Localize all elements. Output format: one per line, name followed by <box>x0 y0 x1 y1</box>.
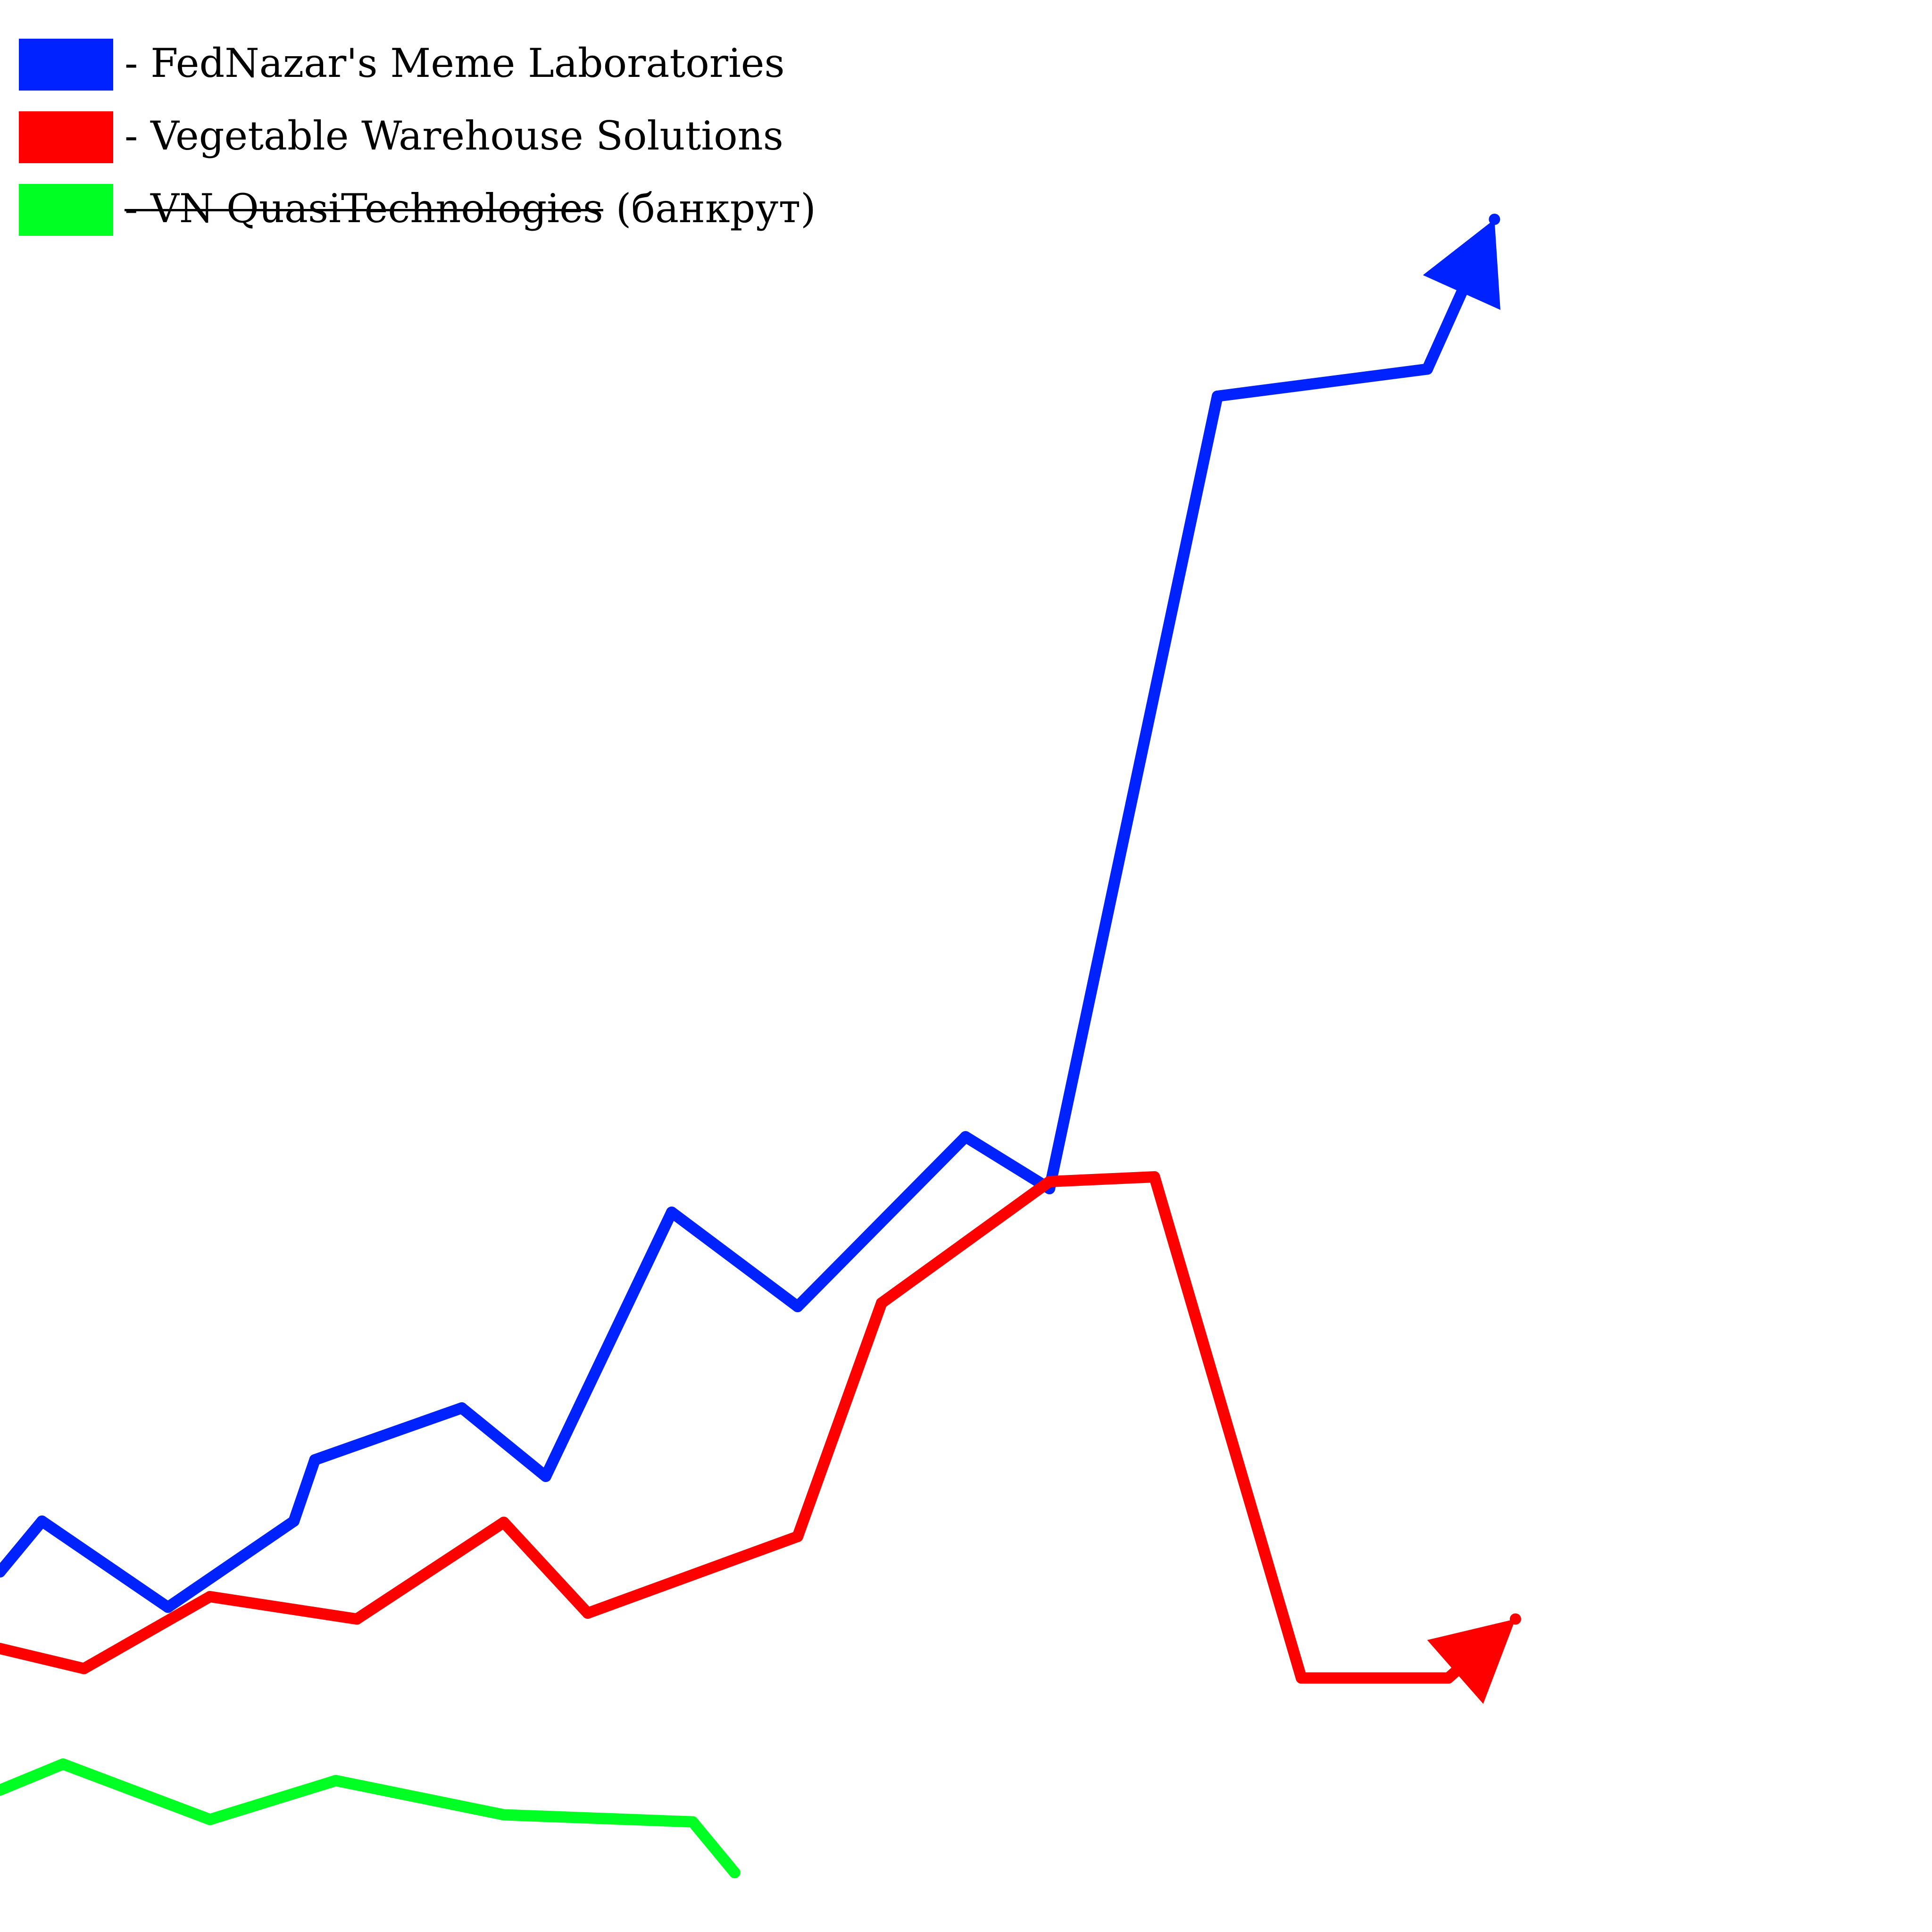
legend-swatch-green <box>19 184 113 236</box>
data-point-vegetable-warehouse-solutions-0 <box>0 1643 6 1654</box>
data-point-vn-quasitechnologies-4 <box>498 1809 509 1821</box>
data-point-vegetable-warehouse-solutions-5 <box>582 1607 593 1619</box>
data-point-fednazar-s-meme-laboratories-8 <box>792 1301 803 1312</box>
data-point-vegetable-warehouse-solutions-8 <box>1044 1176 1055 1187</box>
data-point-fednazar-s-meme-laboratories-9 <box>960 1131 971 1142</box>
legend-label-vn-quasi: - VN QuasiTechnologies (банкрут) <box>125 185 816 232</box>
data-point-vegetable-warehouse-solutions-7 <box>876 1297 887 1309</box>
data-point-fednazar-s-meme-laboratories-2 <box>162 1601 174 1613</box>
data-point-vegetable-warehouse-solutions-1 <box>78 1663 90 1674</box>
series-line-vn-quasitechnologies <box>0 1758 741 1878</box>
data-point-vegetable-warehouse-solutions-11 <box>1442 1672 1454 1684</box>
data-point-vn-quasitechnologies-5 <box>687 1816 699 1828</box>
data-point-vegetable-warehouse-solutions-10 <box>1296 1672 1307 1684</box>
data-point-vegetable-warehouse-solutions-2 <box>204 1591 216 1602</box>
legend-label-vegetable: - Vegetable Warehouse Solutions <box>125 113 783 159</box>
data-point-fednazar-s-meme-laboratories-11 <box>1212 391 1223 402</box>
data-point-fednazar-s-meme-laboratories-0 <box>0 1566 6 1578</box>
data-point-vn-quasitechnologies-3 <box>330 1775 341 1786</box>
data-point-vn-quasitechnologies-2 <box>204 1814 216 1825</box>
data-point-vegetable-warehouse-solutions-3 <box>351 1613 363 1625</box>
legend-swatch-blue <box>19 39 113 91</box>
data-point-vn-quasitechnologies-0 <box>0 1784 6 1796</box>
data-point-fednazar-s-meme-laboratories-6 <box>540 1471 551 1482</box>
data-point-vegetable-warehouse-solutions-9 <box>1149 1171 1160 1183</box>
data-point-vegetable-warehouse-solutions-6 <box>792 1531 803 1542</box>
arrowhead-vegetable-warehouse-solutions <box>1427 1619 1516 1704</box>
data-point-fednazar-s-meme-laboratories-1 <box>36 1516 48 1527</box>
data-point-fednazar-s-meme-laboratories-7 <box>666 1207 677 1218</box>
data-point-vn-quasitechnologies-6 <box>729 1867 741 1878</box>
data-point-vn-quasitechnologies-1 <box>57 1758 69 1770</box>
data-point-fednazar-s-meme-laboratories-4 <box>309 1454 321 1466</box>
data-point-fednazar-s-meme-laboratories-5 <box>456 1402 467 1414</box>
data-point-fednazar-s-meme-laboratories-3 <box>288 1516 300 1527</box>
arrowhead-fednazar-s-meme-laboratories <box>1423 219 1500 310</box>
data-point-fednazar-s-meme-laboratories-12 <box>1422 363 1433 375</box>
legend-swatch-red <box>19 111 113 163</box>
legend-label-fednazar: - FedNazar's Meme Laboratories <box>125 40 785 86</box>
series-line-fednazar-s-meme-laboratories <box>0 278 1472 1613</box>
data-point-vegetable-warehouse-solutions-4 <box>498 1516 509 1528</box>
